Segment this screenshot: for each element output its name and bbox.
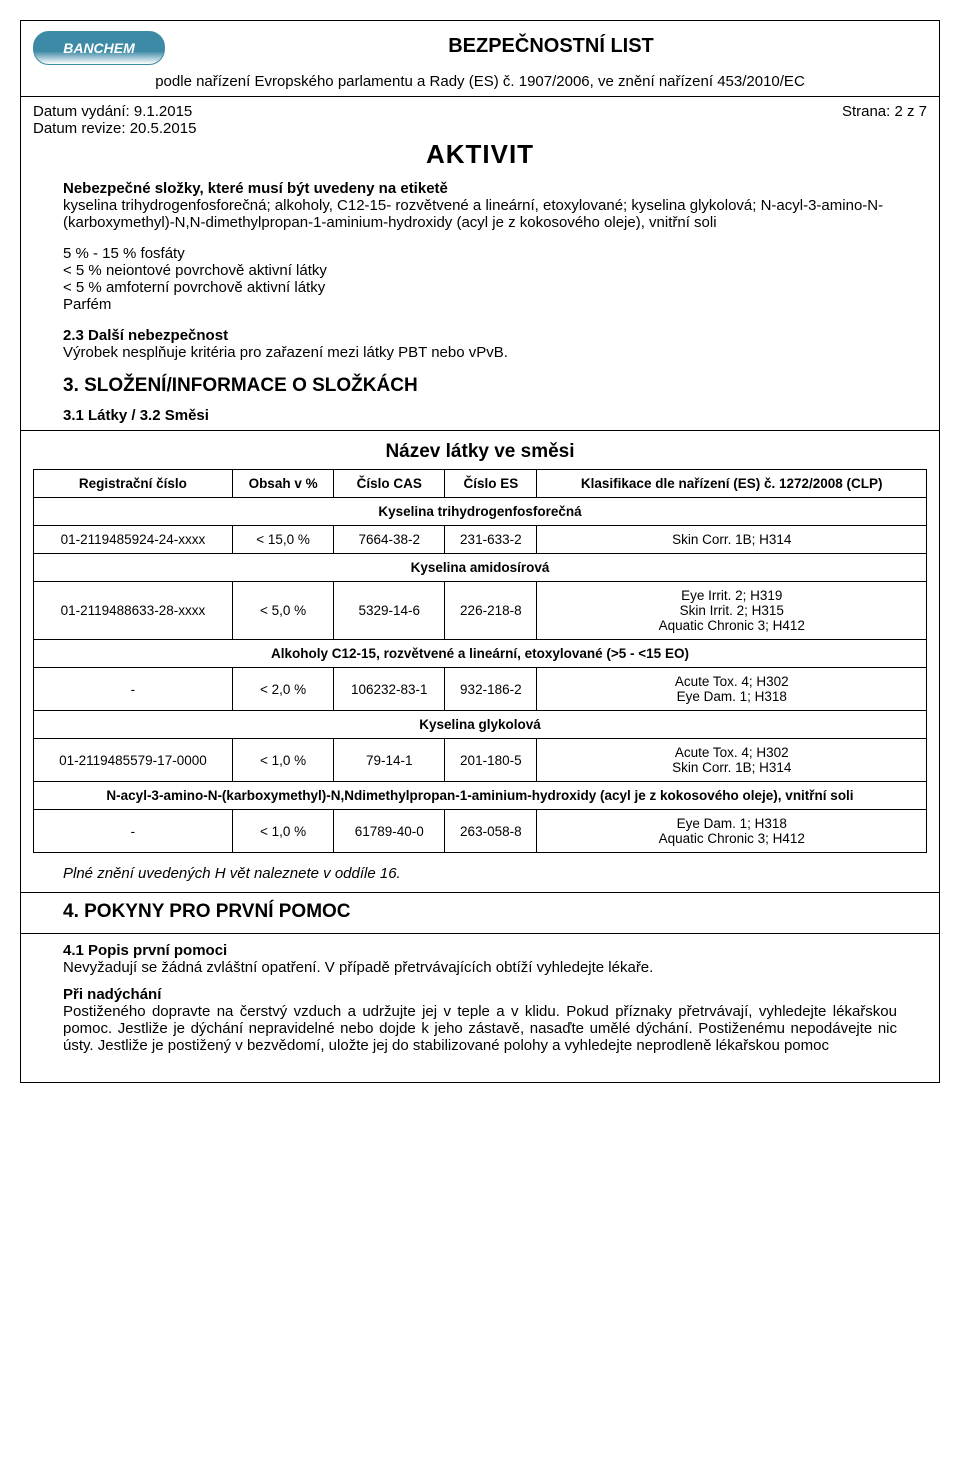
revision-date: Datum revize: 20.5.2015 (33, 120, 927, 137)
table-row: 01-2119485579-17-0000 < 1,0 % 79-14-1 20… (34, 739, 927, 782)
section-3-title: 3. SLOŽENÍ/INFORMACE O SLOŽKÁCH (63, 375, 897, 397)
s23-text: Výrobek nesplňuje kritéria pro zařazení … (63, 344, 508, 361)
cell-reg: 01-2119485579-17-0000 (34, 739, 233, 782)
cell-class: Acute Tox. 4; H302 Skin Corr. 1B; H314 (537, 739, 927, 782)
section-31-title: 3.1 Látky / 3.2 Směsi (63, 407, 897, 424)
cell-es: 263-058-8 (445, 810, 537, 853)
conc-line: < 5 % neiontové povrchově aktivní látky (63, 262, 897, 279)
mixture-heading: Název látky ve směsi (33, 441, 927, 463)
cell-reg: 01-2119488633-28-xxxx (34, 582, 233, 640)
cell-pct: < 15,0 % (232, 526, 334, 554)
cell-cas: 61789-40-0 (334, 810, 445, 853)
cell-cas: 106232-83-1 (334, 668, 445, 711)
cell-class: Skin Corr. 1B; H314 (537, 526, 927, 554)
cell-es: 231-633-2 (445, 526, 537, 554)
page-frame: BANCHEM BEZPEČNOSTNÍ LIST podle nařízení… (20, 20, 940, 1083)
substance-name: Kyselina trihydrogenfosforečná (34, 498, 927, 526)
col-cas: Číslo CAS (334, 470, 445, 498)
table-row: 01-2119485924-24-xxxx < 15,0 % 7664-38-2… (34, 526, 927, 554)
s41-title: 4.1 Popis první pomoci (63, 942, 227, 959)
page-number: Strana: 2 z 7 (842, 103, 927, 120)
logo: BANCHEM (33, 31, 165, 65)
hazard-heading: Nebezpečné složky, které musí být uveden… (63, 180, 897, 197)
substance-name: Alkoholy C12-15, rozvětvené a lineární, … (34, 640, 927, 668)
cell-cas: 7664-38-2 (334, 526, 445, 554)
product-name: AKTIVIT (33, 139, 927, 170)
s41-text: Nevyžadují se žádná zvláštní opatření. V… (63, 959, 653, 976)
cell-pct: < 5,0 % (232, 582, 334, 640)
col-reg: Registrační číslo (34, 470, 233, 498)
h-note: Plné znění uvedených H vět naleznete v o… (63, 865, 897, 882)
s23-title: 2.3 Další nebezpečnost (63, 327, 228, 344)
cell-class: Acute Tox. 4; H302 Eye Dam. 1; H318 (537, 668, 927, 711)
cell-class: Eye Irrit. 2; H319 Skin Irrit. 2; H315 A… (537, 582, 927, 640)
substance-name: Kyselina amidosírová (34, 554, 927, 582)
doc-title: BEZPEČNOSTNÍ LIST (175, 31, 927, 58)
cell-es: 932-186-2 (445, 668, 537, 711)
table-row: 01-2119488633-28-xxxx < 5,0 % 5329-14-6 … (34, 582, 927, 640)
doc-subtitle: podle nařízení Evropského parlamentu a R… (33, 73, 927, 90)
section-4-title: 4. POKYNY PRO PRVNÍ POMOC (63, 901, 897, 923)
cell-cas: 5329-14-6 (334, 582, 445, 640)
cell-cas: 79-14-1 (334, 739, 445, 782)
inhale-text: Postiženého dopravte na čerstvý vzduch a… (63, 1003, 897, 1054)
conc-line: 5 % - 15 % fosfáty (63, 245, 897, 262)
cell-pct: < 1,0 % (232, 739, 334, 782)
table-row: - < 2,0 % 106232-83-1 932-186-2 Acute To… (34, 668, 927, 711)
composition-table: Registrační číslo Obsah v % Číslo CAS Čí… (33, 469, 927, 853)
cell-reg: 01-2119485924-24-xxxx (34, 526, 233, 554)
meta-row: Datum vydání: 9.1.2015 Strana: 2 z 7 (33, 103, 927, 120)
hazard-block: Nebezpečné složky, které musí být uveden… (63, 180, 897, 361)
cell-es: 201-180-5 (445, 739, 537, 782)
col-es: Číslo ES (445, 470, 537, 498)
cell-pct: < 1,0 % (232, 810, 334, 853)
table-row: - < 1,0 % 61789-40-0 263-058-8 Eye Dam. … (34, 810, 927, 853)
conc-line: < 5 % amfoterní povrchově aktivní látky (63, 279, 897, 296)
inhale-title: Při nadýchání (63, 986, 161, 1003)
col-class: Klasifikace dle nařízení (ES) č. 1272/20… (537, 470, 927, 498)
substance-name: N-acyl-3-amino-N-(karboxymethyl)-N,Ndime… (34, 782, 927, 810)
col-pct: Obsah v % (232, 470, 334, 498)
cell-class: Eye Dam. 1; H318 Aquatic Chronic 3; H412 (537, 810, 927, 853)
cell-pct: < 2,0 % (232, 668, 334, 711)
cell-reg: - (34, 810, 233, 853)
concentration-list: 5 % - 15 % fosfáty < 5 % neiontové povrc… (63, 245, 897, 313)
cell-reg: - (34, 668, 233, 711)
hazard-text: kyselina trihydrogenfosforečná; alkoholy… (63, 197, 897, 231)
substance-name: Kyselina glykolová (34, 711, 927, 739)
conc-line: Parfém (63, 296, 897, 313)
cell-es: 226-218-8 (445, 582, 537, 640)
issue-date: Datum vydání: 9.1.2015 (33, 103, 192, 120)
header-row: BANCHEM BEZPEČNOSTNÍ LIST (33, 31, 927, 65)
